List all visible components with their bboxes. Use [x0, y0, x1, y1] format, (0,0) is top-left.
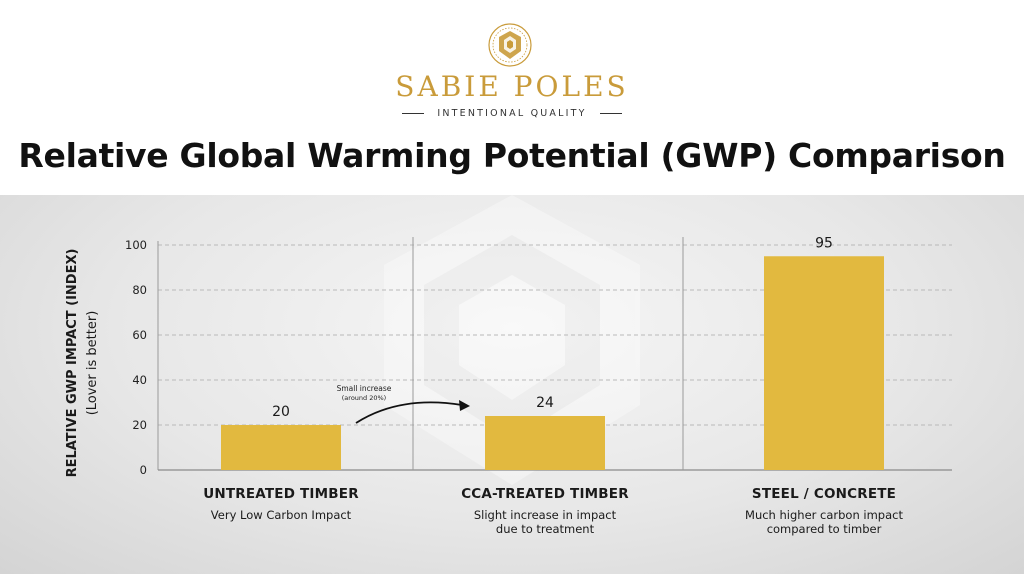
category-label-block: STEEL / CONCRETE Much higher carbon impac…: [694, 486, 954, 536]
data-label: 95: [815, 235, 833, 251]
bar: [221, 425, 341, 470]
category-label-block: UNTREATED TIMBER Very Low Carbon Impact: [151, 486, 411, 522]
annotation-text-line1: Small increase: [337, 384, 392, 393]
tagline-rule-left: [402, 113, 425, 114]
page-title: Relative Global Warming Potential (GWP) …: [18, 136, 1006, 175]
data-label: 24: [536, 395, 554, 411]
bars: [221, 256, 884, 470]
y-ticks: 0 20 40 60 80 100: [125, 238, 147, 477]
bar: [764, 256, 884, 470]
annotation: Small increase(around 20%): [337, 384, 470, 424]
category-name: CCA-TREATED TIMBER: [461, 486, 629, 502]
annotation-text-line2: (around 20%): [342, 394, 386, 402]
category-name: UNTREATED TIMBER: [203, 486, 359, 502]
y-axis-sublabel: (Lover is better): [85, 311, 100, 416]
category-description: Very Low Carbon Impact: [210, 508, 352, 522]
y-tick-label: 40: [132, 373, 147, 387]
brand-name: SABIE POLES: [395, 70, 629, 103]
bar: [485, 416, 605, 470]
y-tick-label: 60: [132, 328, 147, 342]
header: SABIE POLES INTENTIONAL QUALITY Relative…: [0, 0, 1024, 195]
y-tick-label: 0: [140, 463, 147, 477]
category-separators: [412, 237, 684, 470]
y-tick-label: 100: [125, 238, 147, 252]
y-axis-label: RELATIVE GWP IMPACT (INDEX): [65, 249, 80, 478]
tagline-rule-right: [599, 113, 622, 114]
tagline-row: INTENTIONAL QUALITY: [0, 103, 1024, 122]
category-label-block: CCA-TREATED TIMBER Slight increase in imp…: [415, 486, 675, 536]
annotation-arrowhead-icon: [459, 400, 470, 411]
brand-tagline: INTENTIONAL QUALITY: [437, 108, 587, 119]
data-labels: 20 24 95: [272, 235, 833, 420]
category-name: STEEL / CONCRETE: [751, 486, 897, 502]
category-description: Much higher carbon impact compared to ti…: [745, 508, 903, 536]
y-tick-label: 80: [132, 283, 147, 297]
category-description: Slight increase in impact due to treatme…: [473, 508, 617, 536]
bar-chart: 20 24 95 0 20 40 60 80 100 Small increase(aroun…: [65, 195, 952, 485]
data-label: 20: [272, 404, 290, 420]
watermark-emblem-icon: [384, 195, 640, 485]
annotation-arrow-curve: [355, 401, 463, 424]
sabie-poles-emblem-icon: [488, 23, 532, 67]
y-tick-label: 20: [132, 418, 147, 432]
